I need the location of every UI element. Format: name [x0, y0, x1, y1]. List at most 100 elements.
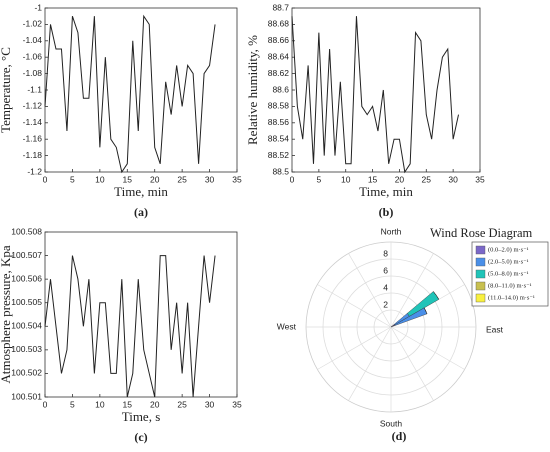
y-tick-label: -1.06	[23, 51, 43, 61]
panel-label: (b)	[379, 205, 394, 219]
legend-swatch	[475, 269, 486, 279]
x-axis-label: Time, min	[114, 184, 168, 199]
x-tick-label: 35	[475, 174, 485, 184]
y-tick-label: -1.14	[23, 117, 43, 127]
y-axis-label: Relative humidity, %	[245, 35, 260, 145]
y-tick-label: -1.08	[23, 68, 43, 78]
r-tick-label: 6	[383, 265, 388, 275]
ring	[373, 309, 409, 345]
r-tick-label: 2	[383, 299, 388, 309]
legend-swatch	[475, 245, 486, 255]
x-tick-label: 30	[448, 174, 458, 184]
y-tick-label: 100.504	[11, 321, 42, 331]
x-tick-label: 0	[290, 174, 295, 184]
x-tick-label: 15	[123, 174, 133, 184]
direction-label: East	[486, 324, 504, 334]
x-tick-label: 35	[232, 174, 242, 184]
y-tick-label: 100.506	[11, 273, 42, 283]
y-axis-label: Temperature, °C	[0, 47, 13, 133]
data-line	[44, 255, 216, 398]
x-tick-label: 10	[341, 174, 351, 184]
y-tick-label: -1.18	[23, 150, 43, 160]
x-tick-label: 15	[123, 399, 133, 409]
y-tick-label: 88.58	[268, 101, 290, 111]
panel-label: (c)	[134, 430, 147, 444]
panel-label: (d)	[392, 429, 407, 443]
x-tick-label: 10	[95, 174, 105, 184]
y-tick-label: -1.1	[27, 84, 42, 94]
chart-title: Wind Rose Diagram	[430, 226, 533, 240]
ring	[356, 292, 426, 362]
y-tick-label: 100.507	[11, 250, 42, 260]
x-tick-label: 25	[422, 174, 432, 184]
legend-label: (11.0–14.0) m·s⁻¹	[488, 294, 535, 301]
y-axis-label: Atmosphere pressure, Kpa	[0, 245, 13, 383]
legend-swatch	[475, 293, 486, 303]
legend-label: (2.0–5.0) m·s⁻¹	[488, 258, 529, 265]
y-tick-label: 88.66	[268, 35, 290, 45]
y-tick-label: -1.12	[23, 101, 43, 111]
legend-label: (0.0–2.0) m·s⁻¹	[488, 246, 529, 253]
y-tick-label: 100.508	[11, 226, 42, 236]
direction-label: South	[380, 418, 402, 428]
legend-swatch	[475, 281, 486, 291]
x-tick-label: 20	[150, 399, 160, 409]
spoke	[390, 326, 465, 370]
direction-label: North	[381, 226, 402, 236]
y-tick-label: -1.16	[23, 133, 43, 143]
x-tick-label: 15	[368, 174, 378, 184]
plot-frame	[44, 231, 238, 398]
x-tick-label: 25	[177, 399, 187, 409]
spoke	[390, 326, 434, 401]
y-tick-label: 88.6	[272, 84, 289, 94]
y-tick-label: 88.56	[268, 117, 290, 127]
x-tick-label: 0	[43, 399, 48, 409]
r-tick-label: 8	[383, 248, 388, 258]
data-line	[291, 16, 460, 174]
panel-label: (a)	[134, 205, 148, 219]
ring	[322, 258, 460, 396]
ring	[339, 275, 443, 379]
x-tick-label: 5	[70, 399, 75, 409]
r-tick-label: 4	[383, 282, 388, 292]
y-tick-label: 88.7	[272, 2, 289, 12]
x-tick-label: 30	[205, 399, 215, 409]
y-tick-label: 100.501	[11, 391, 42, 401]
x-tick-label: 35	[232, 399, 242, 409]
x-axis-label: Time, s	[122, 409, 161, 424]
x-tick-label: 5	[316, 174, 321, 184]
x-tick-label: 20	[395, 174, 405, 184]
plot-frame	[44, 7, 238, 173]
plot-frame	[291, 7, 481, 173]
y-tick-label: 100.505	[11, 297, 42, 307]
y-tick-label: -1	[34, 2, 42, 12]
y-tick-label: 100.503	[11, 344, 42, 354]
y-tick-label: 88.52	[268, 150, 290, 160]
y-tick-label: 100.502	[11, 368, 42, 378]
x-tick-label: 0	[43, 174, 48, 184]
legend-label: (5.0–8.0) m·s⁻¹	[488, 270, 529, 277]
x-tick-label: 5	[70, 174, 75, 184]
y-tick-label: 88.54	[268, 133, 290, 143]
y-tick-label: 88.5	[272, 166, 289, 176]
y-tick-label: -1.2	[27, 166, 42, 176]
spoke	[317, 284, 392, 328]
y-tick-label: -1.02	[23, 19, 43, 29]
y-tick-label: 88.68	[268, 19, 290, 29]
x-tick-label: 20	[150, 174, 160, 184]
spoke	[390, 253, 434, 328]
direction-label: West	[277, 321, 297, 331]
spoke	[317, 326, 392, 370]
x-axis-label: Time, min	[359, 184, 413, 199]
x-tick-label: 30	[205, 174, 215, 184]
y-tick-label: -1.04	[23, 35, 43, 45]
x-tick-label: 25	[177, 174, 187, 184]
legend-swatch	[475, 257, 486, 267]
spoke	[348, 326, 392, 401]
y-tick-label: 88.64	[268, 51, 290, 61]
x-tick-label: 10	[95, 399, 105, 409]
legend-label: (8.0–11.0) m·s⁻¹	[488, 282, 532, 289]
y-tick-label: 88.62	[268, 68, 290, 78]
